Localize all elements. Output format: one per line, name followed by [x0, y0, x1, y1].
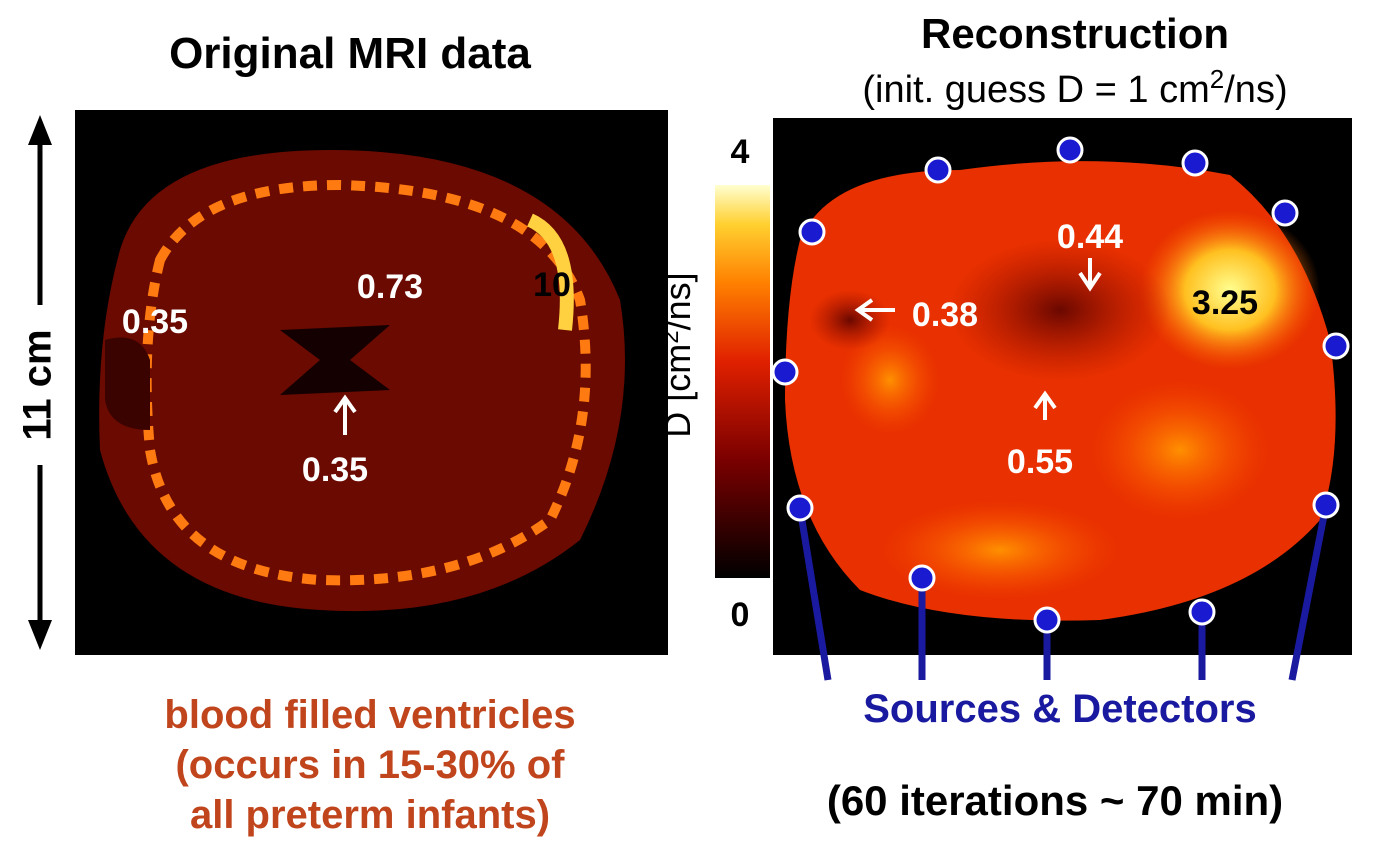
- value-label: 3.25: [1192, 284, 1258, 322]
- colorbar-tick: 4: [731, 133, 750, 171]
- footnote: (60 iterations ~ 70 min): [827, 777, 1283, 824]
- value-label: 0.44: [1057, 218, 1123, 256]
- value-label: 0.35: [122, 303, 188, 341]
- right-title: Reconstruction: [921, 10, 1229, 57]
- caption-line: (occurs in 15-30% of: [175, 743, 565, 787]
- value-label: 0.38: [912, 296, 978, 334]
- colorbar-label-part: /ns]: [657, 272, 698, 330]
- subtitle-part: (init. guess D = 1 cm: [862, 69, 1209, 111]
- right-subtitle: (init. guess D = 1 cm2/ns): [862, 64, 1287, 111]
- colorbar-label-part: D [cm: [657, 344, 698, 438]
- figure: 11 cm Original MRI data 0.35 0.73 10 0.3…: [0, 0, 1377, 843]
- left-title: Original MRI data: [169, 29, 531, 78]
- caption: blood filled ventricles (occurs in 15-30…: [164, 693, 575, 837]
- colorbar-label: D [cm2/ns]: [657, 272, 698, 437]
- subtitle-sup: 2: [1210, 64, 1224, 94]
- scale-label: 11 cm: [16, 329, 60, 440]
- caption-line: all preterm infants): [190, 793, 550, 837]
- colorbar-tick: 0: [731, 596, 750, 634]
- value-label: 0.73: [357, 268, 423, 306]
- reconstruction-image: [773, 118, 1352, 655]
- colorbar: [715, 185, 770, 578]
- sources-label: Sources & Detectors: [863, 687, 1256, 731]
- subtitle-part: /ns): [1224, 69, 1287, 111]
- colorbar-label-sup: 2: [657, 330, 684, 343]
- value-label: 0.55: [1007, 443, 1073, 481]
- value-label: 10: [533, 266, 571, 304]
- value-label: 0.35: [302, 451, 368, 489]
- mri-image: [75, 110, 668, 655]
- caption-line: blood filled ventricles: [164, 693, 575, 737]
